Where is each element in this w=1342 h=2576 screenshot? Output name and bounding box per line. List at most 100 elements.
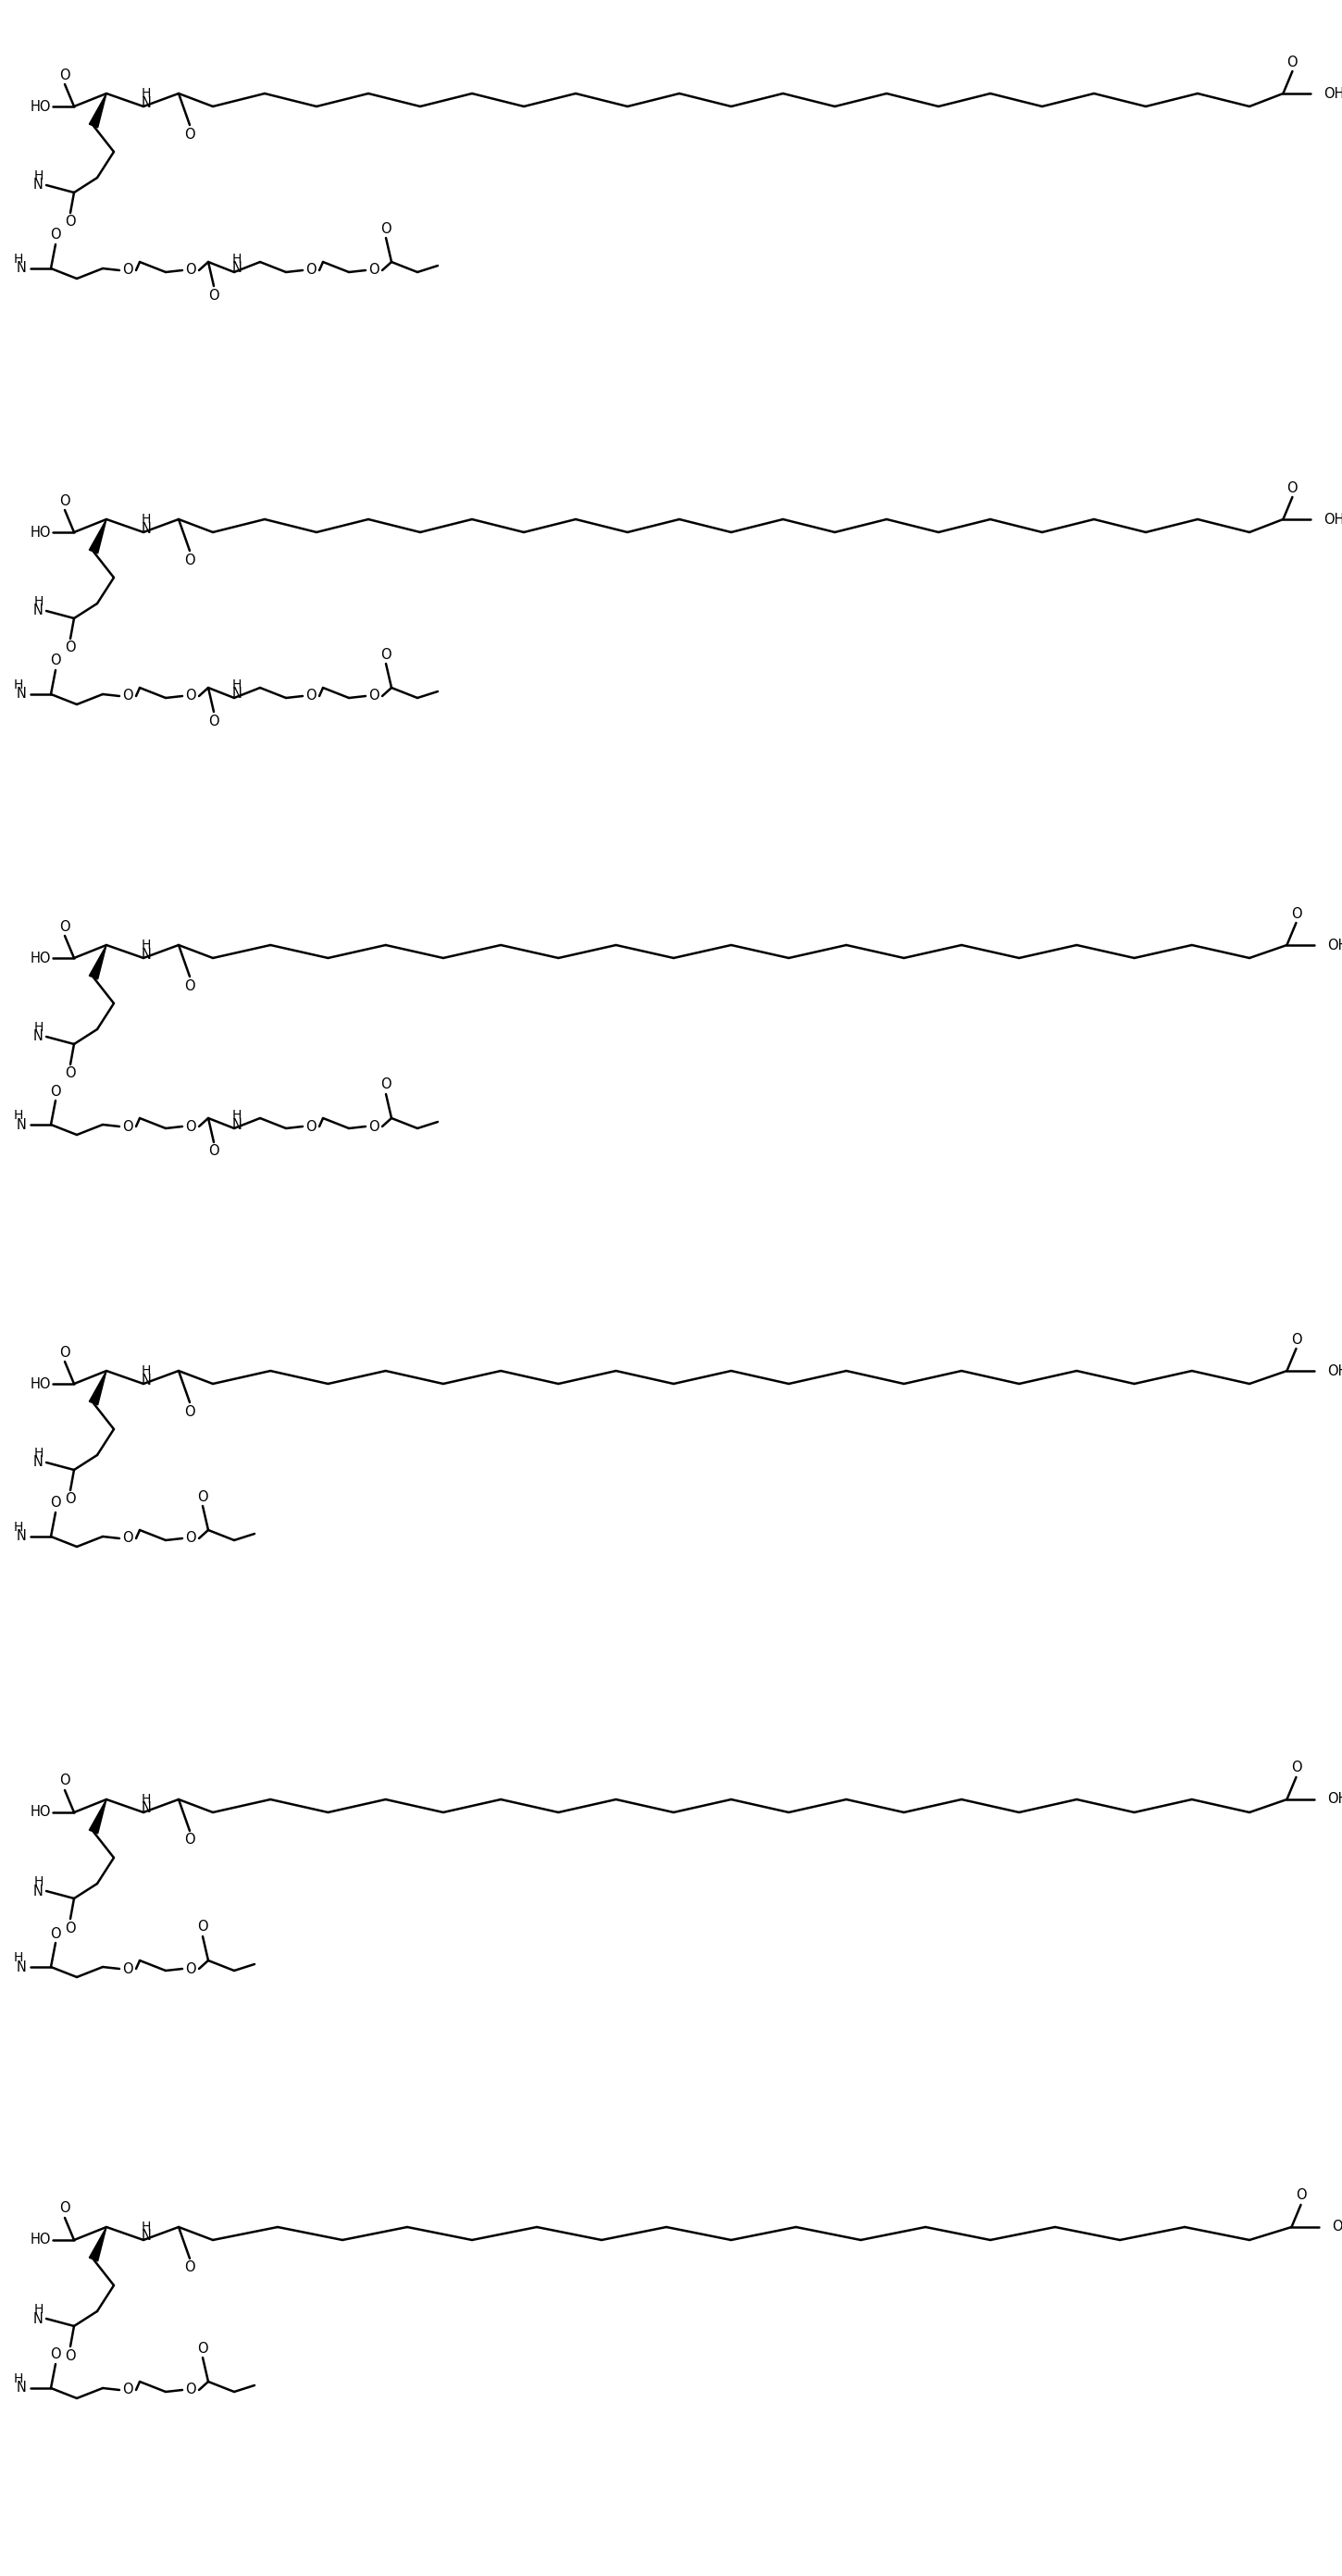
Text: O: O: [64, 1922, 75, 1935]
Text: N: N: [16, 1118, 27, 1131]
Text: H: H: [34, 595, 43, 608]
Text: O: O: [184, 2262, 195, 2275]
Text: N: N: [16, 1960, 27, 1973]
Text: O: O: [59, 495, 70, 507]
Text: OH: OH: [1327, 1793, 1342, 1806]
Text: O: O: [381, 647, 392, 662]
Text: OH: OH: [1327, 938, 1342, 953]
Text: OH: OH: [1333, 2221, 1342, 2233]
Text: O: O: [381, 222, 392, 234]
Text: H: H: [232, 677, 242, 690]
Text: O: O: [306, 263, 317, 278]
Text: H: H: [232, 1108, 242, 1123]
Text: N: N: [232, 688, 242, 701]
Text: O: O: [185, 1533, 196, 1546]
Text: O: O: [122, 1533, 133, 1546]
Text: O: O: [185, 690, 196, 703]
Text: HO: HO: [30, 100, 51, 113]
Text: H: H: [34, 2303, 43, 2316]
Text: O: O: [208, 1144, 219, 1159]
Text: O: O: [59, 1775, 70, 1788]
Polygon shape: [89, 520, 106, 554]
Text: O: O: [184, 1834, 195, 1847]
Text: O: O: [50, 1084, 60, 1097]
Text: H: H: [13, 2372, 23, 2385]
Text: H: H: [13, 1520, 23, 1533]
Text: H: H: [141, 1793, 152, 1806]
Text: HO: HO: [30, 526, 51, 538]
Text: H: H: [141, 1365, 152, 1378]
Text: OH: OH: [1323, 88, 1342, 100]
Text: O: O: [1287, 482, 1298, 495]
Text: N: N: [34, 2311, 43, 2326]
Text: N: N: [141, 948, 152, 961]
Text: H: H: [13, 677, 23, 690]
Polygon shape: [89, 1370, 106, 1404]
Text: N: N: [141, 95, 152, 111]
Text: N: N: [34, 1455, 43, 1468]
Text: N: N: [34, 1030, 43, 1043]
Text: N: N: [34, 603, 43, 618]
Text: O: O: [197, 2342, 208, 2354]
Text: O: O: [184, 126, 195, 142]
Text: N: N: [16, 1530, 27, 1543]
Text: O: O: [1291, 1762, 1302, 1775]
Text: N: N: [141, 2228, 152, 2244]
Text: H: H: [141, 938, 152, 951]
Text: O: O: [50, 2347, 60, 2362]
Text: O: O: [64, 216, 75, 229]
Text: N: N: [141, 1373, 152, 1386]
Polygon shape: [89, 945, 106, 979]
Text: O: O: [369, 1121, 380, 1133]
Text: O: O: [64, 1066, 75, 1082]
Text: O: O: [122, 263, 133, 278]
Text: N: N: [16, 263, 27, 276]
Text: O: O: [306, 1121, 317, 1133]
Text: O: O: [208, 289, 219, 301]
Text: HO: HO: [30, 1376, 51, 1391]
Text: H: H: [34, 170, 43, 183]
Text: O: O: [122, 1121, 133, 1133]
Text: O: O: [59, 2202, 70, 2215]
Text: H: H: [13, 1108, 23, 1123]
Text: N: N: [16, 688, 27, 701]
Text: O: O: [50, 654, 60, 667]
Text: O: O: [1287, 54, 1298, 70]
Text: OH: OH: [1327, 1363, 1342, 1378]
Text: O: O: [59, 1345, 70, 1360]
Text: N: N: [34, 1883, 43, 1899]
Text: H: H: [232, 252, 242, 265]
Text: H: H: [34, 1020, 43, 1033]
Text: O: O: [185, 1121, 196, 1133]
Text: O: O: [122, 2383, 133, 2396]
Text: O: O: [185, 263, 196, 278]
Text: O: O: [1291, 1332, 1302, 1347]
Text: N: N: [232, 263, 242, 276]
Text: N: N: [232, 1118, 242, 1131]
Text: H: H: [34, 1875, 43, 1888]
Text: H: H: [34, 1448, 43, 1461]
Text: O: O: [122, 690, 133, 703]
Text: O: O: [59, 920, 70, 933]
Text: O: O: [185, 2383, 196, 2396]
Text: O: O: [1291, 907, 1302, 920]
Text: H: H: [13, 1950, 23, 1963]
Text: O: O: [1295, 2190, 1306, 2202]
Text: N: N: [141, 1801, 152, 1816]
Text: O: O: [381, 1077, 392, 1092]
Text: O: O: [64, 641, 75, 654]
Text: O: O: [64, 2349, 75, 2362]
Polygon shape: [89, 93, 106, 129]
Text: HO: HO: [30, 2233, 51, 2246]
Text: O: O: [208, 714, 219, 729]
Polygon shape: [89, 1801, 106, 1834]
Text: O: O: [50, 229, 60, 242]
Text: H: H: [13, 252, 23, 265]
Text: O: O: [184, 979, 195, 992]
Text: N: N: [16, 2380, 27, 2396]
Text: H: H: [141, 88, 152, 100]
Text: O: O: [50, 1497, 60, 1510]
Text: O: O: [50, 1927, 60, 1940]
Text: HO: HO: [30, 1806, 51, 1819]
Text: H: H: [141, 513, 152, 526]
